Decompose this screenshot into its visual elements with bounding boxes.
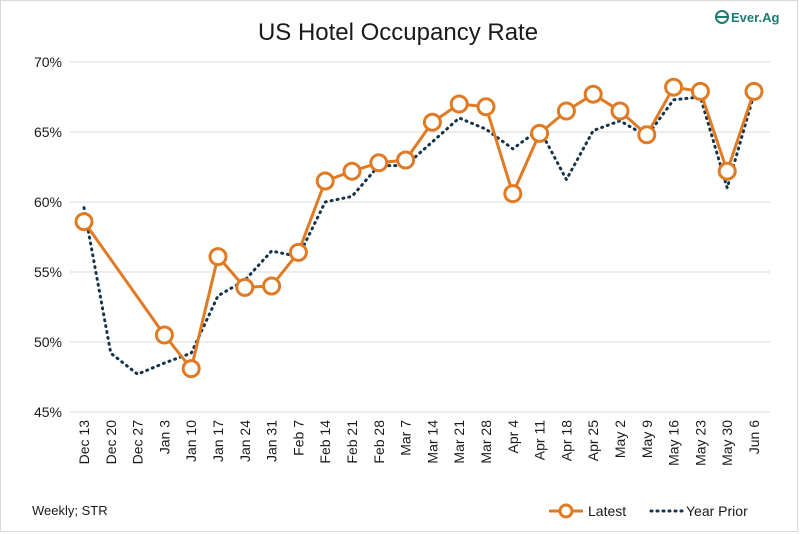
y-axis: 45% 50% 55% 60% 65% 70% [34, 54, 62, 420]
latest-point [396, 150, 416, 170]
y-tick-label: 50% [34, 334, 62, 350]
x-tick-label: Mar 28 [478, 420, 494, 464]
x-tick-label: Feb 14 [317, 420, 333, 464]
latest-point [154, 325, 174, 345]
series-year-prior [82, 92, 756, 376]
latest-point [74, 212, 94, 232]
latest-point [476, 97, 496, 117]
latest-point [664, 77, 684, 97]
latest-point [449, 94, 469, 114]
x-tick-label: May 16 [666, 420, 682, 466]
x-tick-label: Jan 3 [156, 420, 172, 454]
y-tick-label: 60% [34, 194, 62, 210]
x-tick-label: May 9 [639, 420, 655, 458]
latest-point [583, 84, 603, 104]
latest-point [342, 161, 362, 181]
year-prior-line [82, 92, 756, 376]
x-tick-label: May 30 [719, 420, 735, 466]
latest-point [369, 153, 389, 173]
latest-point [262, 276, 282, 296]
x-tick-label: Jan 24 [237, 420, 253, 462]
legend-year-prior: Year Prior [649, 503, 748, 519]
gridlines [70, 61, 770, 413]
latest-point [530, 123, 550, 143]
x-tick-label: Jun 6 [746, 420, 762, 454]
x-tick-label: May 2 [612, 420, 628, 458]
legend-latest: Latest [549, 503, 626, 519]
y-tick-label: 45% [34, 404, 62, 420]
brand-mark-icon [715, 10, 729, 24]
x-tick-label: Feb 7 [290, 420, 306, 456]
latest-point [690, 81, 710, 101]
x-tick-label: Jan 31 [264, 420, 280, 462]
latest-point [315, 171, 335, 191]
latest-point [717, 161, 737, 181]
x-tick-label: Jan 17 [210, 420, 226, 462]
latest-point [208, 247, 228, 267]
x-tick-label: Apr 4 [505, 420, 521, 454]
x-tick-label: Feb 21 [344, 420, 360, 464]
legend-latest-label: Latest [588, 503, 626, 519]
x-tick-label: Mar 7 [398, 420, 414, 456]
latest-point [556, 101, 576, 121]
x-tick-label: Mar 21 [451, 420, 467, 464]
x-tick-label: Dec 13 [76, 420, 92, 465]
legend: Latest Year Prior [549, 503, 748, 519]
source-note: Weekly; STR [32, 503, 108, 518]
y-tick-label: 65% [34, 124, 62, 140]
brand-logo: Ever.Ag [715, 10, 779, 25]
x-tick-label: Apr 25 [585, 420, 601, 461]
latest-point [422, 112, 442, 132]
x-tick-label: Jan 10 [183, 420, 199, 462]
y-tick-label: 55% [34, 264, 62, 280]
x-tick-label: Apr 11 [532, 420, 548, 460]
x-tick-label: Dec 20 [103, 420, 119, 465]
legend-year-prior-label: Year Prior [686, 503, 748, 519]
latest-point [181, 359, 201, 379]
x-tick-label: Mar 14 [424, 420, 440, 464]
x-tick-label: Feb 28 [371, 420, 387, 464]
latest-point [503, 184, 523, 204]
latest-point [235, 277, 255, 297]
x-tick-label: Apr 18 [558, 420, 574, 461]
latest-point [637, 125, 657, 145]
x-tick-label: Dec 27 [130, 420, 146, 465]
latest-point [288, 242, 308, 262]
series-latest [74, 77, 764, 379]
brand-name: Ever.Ag [731, 10, 779, 25]
y-tick-label: 70% [34, 54, 62, 70]
latest-point [744, 81, 764, 101]
latest-point [610, 101, 630, 121]
x-axis: Dec 13 Dec 20 Dec 27 Jan 3 Jan 10 Jan 17 Jan 2… [76, 420, 762, 466]
x-tick-label: May 23 [692, 420, 708, 466]
legend-latest-marker [558, 503, 574, 519]
chart-title: US Hotel Occupancy Rate [258, 19, 538, 46]
